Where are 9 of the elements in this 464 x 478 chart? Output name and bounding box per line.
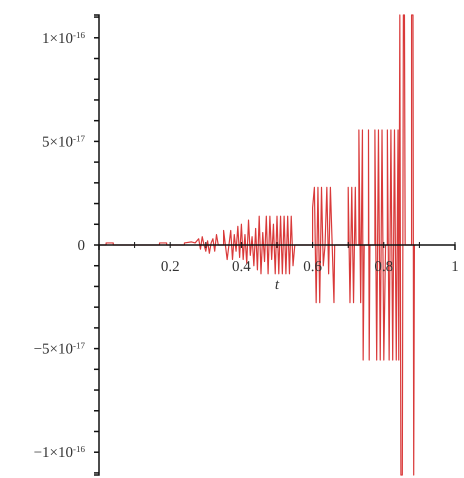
y-tick-label: −1×10$^{-16}$ (34, 444, 86, 462)
x-tick-label: 0.2 (160, 259, 180, 275)
y-tick-label: 1×10$^{-16}$ (42, 30, 86, 47)
y-tick-label: 0 (78, 238, 85, 254)
x-tick-label: 1 (451, 259, 459, 275)
x-axis-title: t (274, 277, 280, 293)
y-tick-label: 5×10$^{-17}$ (42, 133, 86, 150)
y-tick-label: −5×10$^{-17}$ (34, 340, 86, 358)
x-tick-label: 0.4 (232, 259, 252, 275)
